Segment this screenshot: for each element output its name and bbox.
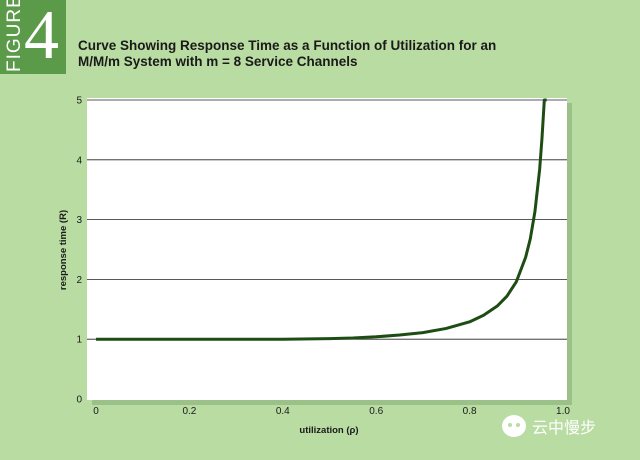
y-tick-label: 0 [76, 395, 82, 406]
x-tick-label: 0.4 [276, 406, 290, 417]
plot-area [87, 98, 567, 400]
y-tick-label: 5 [76, 96, 82, 107]
y-tick-label: 3 [76, 215, 82, 226]
chart-title-line2: M/M/m System with m = 8 Service Channels [78, 54, 358, 69]
x-tick-label: 0.2 [182, 406, 196, 417]
figure-number: 4 [24, 0, 59, 74]
x-tick-label: 1.0 [556, 406, 570, 417]
y-axis-label: response time (R) [58, 210, 69, 290]
x-tick-label: 0.8 [463, 406, 477, 417]
y-tick-label: 1 [76, 335, 82, 346]
x-axis-label: utilization (ρ) [299, 425, 358, 436]
watermark-text: 云中慢步 [532, 418, 597, 437]
chart-title: Curve Showing Response Time as a Functio… [78, 38, 498, 70]
x-tick-label: 0.6 [369, 406, 383, 417]
x-tick-label: 0 [93, 406, 99, 417]
chat-bubble-icon [502, 415, 526, 437]
y-tick-label: 2 [76, 275, 82, 286]
chart-title-line1: Curve Showing Response Time as a Functio… [78, 38, 497, 53]
watermark: 云中慢步 [502, 414, 596, 438]
figure-badge: FIGURE 4 [0, 0, 66, 74]
series-line [96, 98, 547, 341]
y-tick-label: 4 [76, 155, 82, 166]
